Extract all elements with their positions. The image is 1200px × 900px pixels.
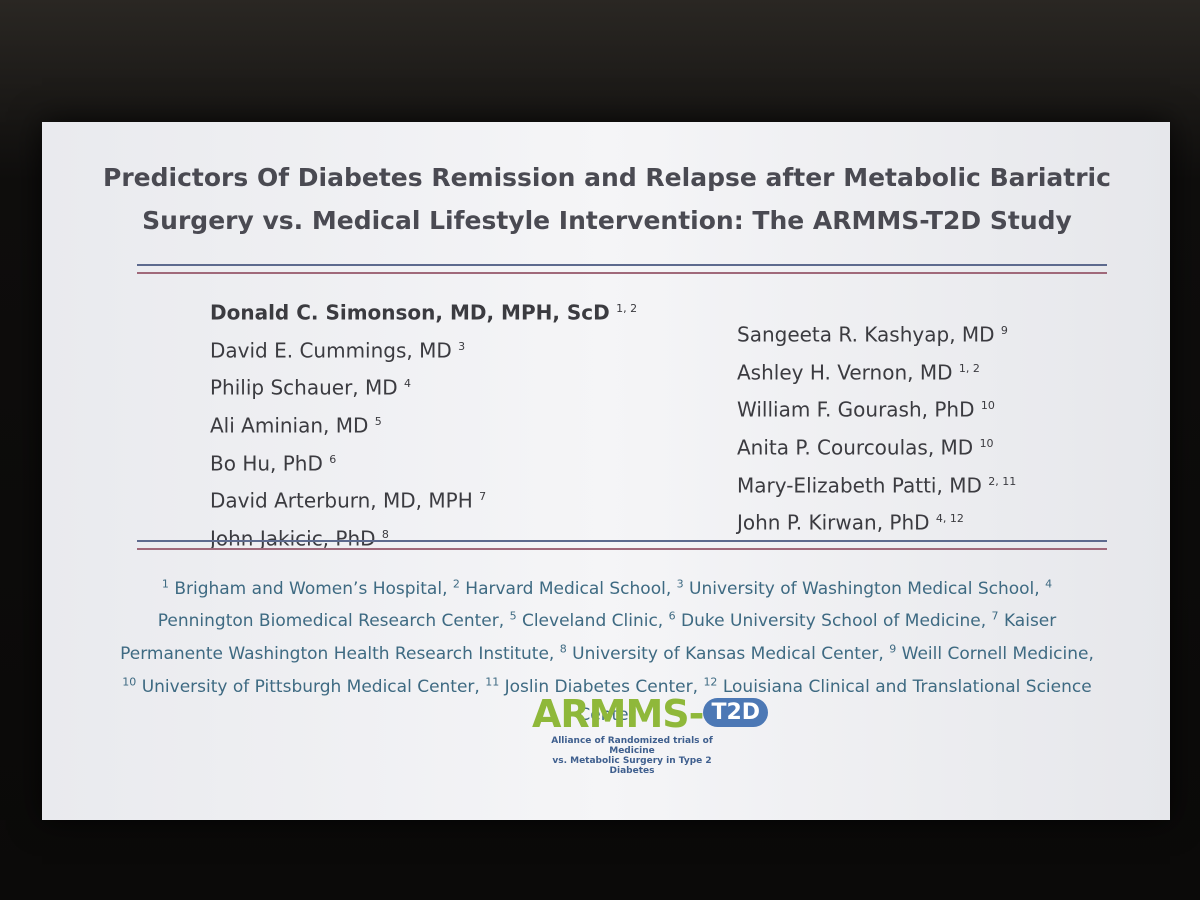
logo-badge: T2D (703, 698, 769, 727)
affiliation-name: Harvard Medical School, (465, 578, 672, 599)
affiliation-number: 9 (889, 642, 897, 656)
author-name: Bo Hu, PhD (210, 451, 323, 476)
author: John P. Kirwan, PhD 4, 12 (737, 502, 1016, 540)
affiliation: 3 University of Washington Medical Schoo… (676, 577, 1040, 599)
affiliation-name: Cleveland Clinic, (521, 611, 664, 632)
author-affiliation-ref: 7 (479, 490, 487, 504)
affiliation-name: University of Pittsburgh Medical Center, (141, 676, 480, 697)
author: David Arterburn, MD, MPH 7 (210, 480, 637, 518)
author: Mary-Elizabeth Patti, MD 2, 11 (737, 465, 1016, 503)
affiliation-number: 1 (161, 577, 169, 590)
affiliation-number: 7 (991, 609, 999, 623)
author-name: Donald C. Simonson, MD, MPH, ScD (210, 300, 610, 325)
author: Bo Hu, PhD 6 (210, 443, 637, 481)
affiliation-number: 4 (1045, 577, 1053, 590)
author-name: John Jakicic, PhD (210, 526, 376, 551)
author-affiliation-ref: 8 (381, 527, 389, 541)
affiliation-name: University of Kansas Medical Center, (572, 643, 884, 664)
author-affiliation-ref: 1, 2 (958, 361, 980, 375)
logo-text: ARMMS- (532, 692, 704, 736)
affiliation: 4 Pennington Biomedical Research Center, (157, 577, 1053, 632)
author-affiliation-ref: 2, 11 (988, 474, 1017, 488)
author: William F. Gourash, PhD 10 (737, 389, 1016, 427)
affiliation: 9 Weill Cornell Medicine, (889, 642, 1094, 664)
author: Ali Aminian, MD 5 (210, 405, 637, 443)
logo-tagline: vs. Metabolic Surgery in Type 2 Diabetes (552, 756, 712, 776)
author-name: John P. Kirwan, PhD (737, 510, 930, 535)
authors-left: Donald C. Simonson, MD, MPH, ScD 1, 2 Dav… (210, 292, 637, 556)
author-name: Ashley H. Vernon, MD (737, 360, 953, 385)
affiliations: 1 Brigham and Women’s Hospital, 2 Harvar… (112, 570, 1102, 729)
author-affiliation-ref: 10 (980, 399, 995, 413)
affiliation-number: 5 (509, 609, 517, 623)
affiliation: 5 Cleveland Clinic, (509, 609, 664, 632)
author: John Jakicic, PhD 8 (210, 518, 637, 556)
affiliation-number: 10 (122, 674, 137, 688)
author-affiliation-ref: 4 (404, 377, 412, 391)
affiliation: 12 Louisiana Clinical and Translational … (578, 674, 1092, 725)
author-affiliation-ref: 4, 12 (935, 512, 964, 526)
affiliation-number: 11 (485, 674, 500, 688)
author-name: Sangeeta R. Kashyap, MD (737, 322, 995, 347)
author: Sangeeta R. Kashyap, MD 9 (737, 314, 1016, 352)
author-affiliation-ref: 9 (1000, 324, 1008, 337)
affiliation: 10 University of Pittsburgh Medical Cent… (122, 674, 480, 697)
author-affiliation-ref: 5 (374, 414, 382, 428)
divider (137, 540, 1107, 550)
slide-title: Predictors Of Diabetes Remission and Rel… (102, 156, 1112, 242)
affiliation-name: Kaiser Permanente Washington Health Rese… (120, 611, 1057, 664)
author-name: Philip Schauer, MD (210, 375, 398, 400)
affiliation: 7 Kaiser Permanente Washington Health Re… (120, 609, 1057, 664)
affiliation-name: Duke University School of Medicine, (681, 611, 987, 632)
affiliation-name: Weill Cornell Medicine, (901, 643, 1094, 664)
divider (137, 264, 1107, 274)
affiliation-name: Louisiana Clinical and Translational Sci… (578, 676, 1092, 725)
affiliation-number: 2 (452, 577, 460, 590)
author: Ashley H. Vernon, MD 1, 2 (737, 352, 1016, 390)
affiliation-name: Brigham and Women’s Hospital, (174, 578, 448, 599)
affiliation-number: 6 (668, 609, 676, 623)
author: Donald C. Simonson, MD, MPH, ScD 1, 2 (210, 292, 637, 330)
author-name: Mary-Elizabeth Patti, MD (737, 473, 982, 498)
author: Anita P. Courcoulas, MD 10 (737, 427, 1016, 465)
affiliation-number: 3 (676, 577, 684, 590)
affiliation: 6 Duke University School of Medicine, (668, 609, 987, 632)
author: David E. Cummings, MD 3 (210, 330, 637, 368)
title-line: Surgery vs. Medical Lifestyle Interventi… (142, 206, 1072, 235)
author-affiliation-ref: 10 (979, 436, 994, 450)
author-name: Anita P. Courcoulas, MD (737, 435, 974, 460)
author-affiliation-ref: 3 (458, 339, 466, 353)
author-affiliation-ref: 1, 2 (616, 302, 638, 315)
logo: ARMMS- T2D Alliance of Randomized trials … (532, 692, 792, 792)
authors-right: Sangeeta R. Kashyap, MD 9 Ashley H. Verno… (737, 314, 1016, 540)
title-line: Predictors Of Diabetes Remission and Rel… (103, 163, 1111, 192)
author-name: David E. Cummings, MD (210, 338, 452, 363)
affiliation: 8 University of Kansas Medical Center, (559, 642, 884, 664)
affiliation-name: Joslin Diabetes Center, (504, 676, 699, 697)
affiliation-name: University of Washington Medical School, (689, 578, 1040, 599)
affiliation-name: Pennington Biomedical Research Center, (157, 611, 505, 632)
logo-tagline: Alliance of Randomized trials of Medicin… (551, 736, 713, 756)
affiliation: 11 Joslin Diabetes Center, (485, 674, 699, 697)
affiliation-number: 12 (703, 674, 718, 688)
author-name: David Arterburn, MD, MPH (210, 488, 473, 513)
slide: Predictors Of Diabetes Remission and Rel… (42, 122, 1170, 820)
author: Philip Schauer, MD 4 (210, 367, 637, 405)
author-name: William F. Gourash, PhD (737, 397, 975, 422)
affiliation-number: 8 (559, 642, 567, 656)
affiliation: 2 Harvard Medical School, (452, 577, 672, 599)
author-name: Ali Aminian, MD (210, 413, 369, 438)
author-affiliation-ref: 6 (329, 452, 337, 466)
affiliation: 1 Brigham and Women’s Hospital, (161, 577, 448, 599)
